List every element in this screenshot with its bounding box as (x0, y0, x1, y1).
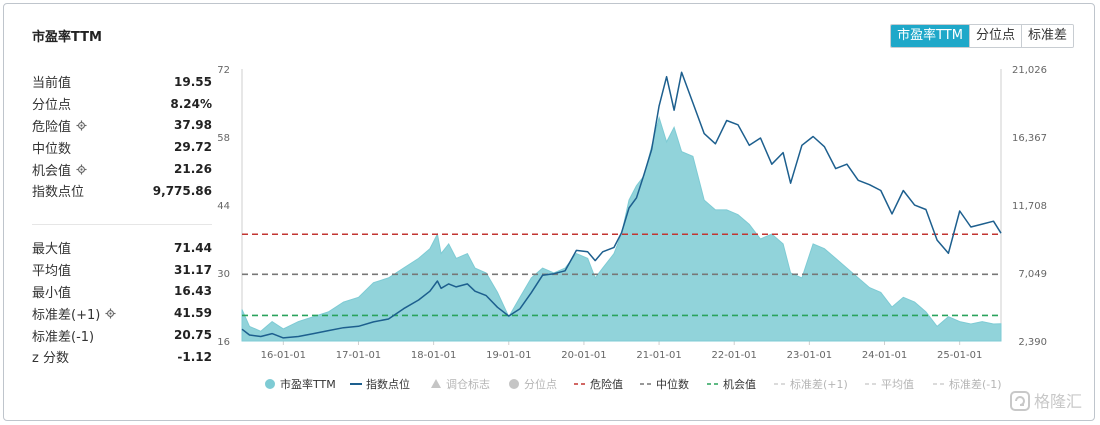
stat-label: 最大值 (32, 242, 72, 258)
stat-value: 29.72 (174, 140, 212, 155)
legend-marker (509, 379, 519, 389)
tab-std-dev[interactable]: 标准差 (1020, 25, 1073, 47)
stat-current-value: 当前值 19.55 (32, 71, 212, 93)
tab-percentile[interactable]: 分位点 (968, 25, 1021, 47)
x-tick-label: 20-01-01 (561, 350, 606, 361)
stat-danger-value: 危险值 37.98 (32, 115, 212, 137)
y-right-tick-label: 21,026 (1012, 65, 1047, 76)
stat-value: 20.75 (174, 328, 212, 343)
gear-icon[interactable] (76, 164, 87, 175)
metric-tabs: 市盈率TTM 分位点 标准差 (890, 24, 1074, 48)
legend-item[interactable]: 平均值 (865, 378, 914, 391)
legend-item[interactable]: 标准差(+1) (774, 377, 848, 391)
stat-value: 8.24% (170, 96, 212, 111)
stat-label: 平均值 (32, 264, 72, 280)
stat-label: 危险值 (32, 116, 87, 135)
stats-divider (32, 224, 212, 225)
chart-panel (3, 3, 1095, 421)
stat-value: 16.43 (174, 284, 212, 299)
stat-index-level: 指数点位 9,775.86 (32, 180, 212, 202)
legend-label: 中位数 (656, 377, 689, 391)
x-tick-label: 16-01-01 (261, 350, 306, 361)
stat-label: 中位数 (32, 141, 72, 157)
legend-label: 机会值 (723, 377, 756, 391)
y-right-tick-label: 7,049 (1018, 269, 1047, 280)
stat-label: 标准差(-1) (32, 329, 95, 345)
legend-item[interactable]: 标准差(-1) (933, 377, 1002, 391)
stat-max: 最大值 71.44 (32, 237, 212, 259)
stat-value: 9,775.86 (152, 183, 212, 198)
stat-value: 21.26 (174, 162, 212, 177)
stat-percentile: 分位点 8.24% (32, 93, 212, 115)
y-left-tick-label: 58 (217, 133, 230, 144)
pe-ttm-area (241, 115, 1002, 342)
legend-item[interactable]: 指数点位 (350, 377, 410, 391)
stat-value: -1.12 (177, 349, 212, 364)
legend-label: 标准差(+1) (790, 377, 848, 391)
y-left-tick-label: 72 (217, 65, 230, 76)
stat-value: 19.55 (174, 74, 212, 89)
stat-median: 中位数 29.72 (32, 136, 212, 158)
stat-z-score: z 分数 -1.12 (32, 346, 212, 368)
chart-title: 市盈率TTM (32, 30, 102, 45)
stat-std-minus-1: 标准差(-1) 20.75 (32, 324, 212, 346)
legend-label: 调仓标志 (446, 377, 490, 391)
y-left-tick-label: 30 (217, 269, 230, 280)
stat-value: 37.98 (174, 118, 212, 133)
legend-marker (265, 379, 275, 389)
legend-item[interactable]: 分位点 (509, 377, 557, 391)
stat-label: 最小值 (32, 285, 72, 301)
gelonghui-logo-icon: 格隆汇 (1010, 391, 1082, 411)
x-tick-label: 22-01-01 (712, 350, 757, 361)
stat-mean: 平均值 31.17 (32, 259, 212, 281)
stat-label: 机会值 (32, 160, 87, 179)
legend-label: 平均值 (881, 378, 914, 391)
stat-label: 当前值 (32, 76, 72, 92)
gear-icon[interactable] (76, 120, 87, 131)
x-tick-label: 17-01-01 (336, 350, 381, 361)
legend-item[interactable]: 机会值 (707, 377, 756, 391)
legend-item[interactable]: 中位数 (640, 377, 689, 391)
y-left-tick-label: 16 (217, 337, 230, 348)
x-tick-label: 23-01-01 (787, 350, 832, 361)
watermark-text: 格隆汇 (1034, 392, 1082, 411)
x-tick-label: 25-01-01 (937, 350, 982, 361)
x-tick-label: 21-01-01 (636, 350, 681, 361)
legend-item[interactable]: 调仓标志 (431, 377, 490, 391)
stat-std-plus-1: 标准差(+1) 41.59 (32, 302, 212, 324)
legend-label: 市盈率TTM (280, 377, 336, 391)
gear-icon[interactable] (105, 308, 116, 319)
stat-min: 最小值 16.43 (32, 281, 212, 303)
legend-label: 分位点 (524, 377, 557, 391)
legend-label: 指数点位 (366, 377, 410, 391)
x-tick-label: 24-01-01 (862, 350, 907, 361)
y-left-tick-label: 44 (217, 201, 230, 212)
x-tick-label: 18-01-01 (411, 350, 456, 361)
stat-value: 31.17 (174, 262, 212, 277)
legend-label: 危险值 (590, 377, 623, 391)
x-tick-label: 19-01-01 (486, 350, 531, 361)
legend-label: 标准差(-1) (949, 377, 1002, 391)
legend-item[interactable]: 市盈率TTM (265, 377, 336, 391)
stat-value: 71.44 (174, 240, 212, 255)
y-right-tick-label: 2,390 (1018, 337, 1047, 348)
tab-pe-ttm[interactable]: 市盈率TTM (891, 25, 969, 47)
stat-label: 分位点 (32, 98, 72, 114)
watermark-logo: 格隆汇 (1010, 389, 1092, 417)
stat-chance-value: 机会值 21.26 (32, 158, 212, 180)
stat-label: z 分数 (32, 351, 69, 367)
legend-item[interactable]: 危险值 (574, 377, 623, 391)
stat-value: 41.59 (174, 306, 212, 321)
stat-label: 标准差(+1) (32, 304, 116, 323)
stats-top-panel: 当前值 19.55 分位点 8.24% 危险值 37.98 中位数 29.72 … (32, 71, 212, 202)
stats-bottom-panel: 最大值 71.44 平均值 31.17 最小值 16.43 标准差(+1) 41… (32, 237, 212, 368)
y-right-tick-label: 16,367 (1012, 133, 1047, 144)
legend-marker (431, 379, 441, 388)
y-right-tick-label: 11,708 (1012, 201, 1047, 212)
stat-label: 指数点位 (32, 185, 85, 201)
index-level-line (241, 71, 1002, 339)
